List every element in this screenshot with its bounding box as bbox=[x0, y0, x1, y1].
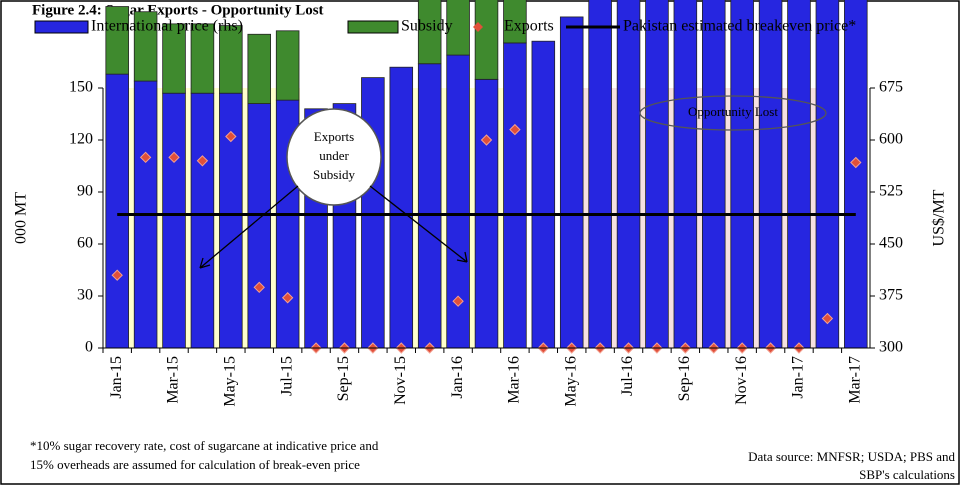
y-tick-label: 0 bbox=[85, 339, 93, 356]
x-tick-label: Nov-16 bbox=[733, 356, 750, 405]
x-tick-label: Nov-15 bbox=[392, 356, 409, 405]
x-tick-label: Jan-17 bbox=[790, 356, 807, 399]
y2-axis-label: US$/MT bbox=[931, 189, 948, 246]
x-tick-label: Mar-16 bbox=[506, 356, 523, 404]
x-tick-label: Jul-16 bbox=[619, 356, 636, 396]
bar bbox=[105, 6, 129, 75]
legend-swatch bbox=[473, 22, 483, 32]
y-tick-label: 30 bbox=[77, 287, 93, 304]
y2-tick-label: 525 bbox=[879, 183, 903, 200]
arrow bbox=[369, 185, 468, 263]
y-tick-label: 120 bbox=[69, 131, 93, 148]
marker bbox=[139, 151, 152, 164]
bar bbox=[190, 92, 215, 349]
x-tick-label: Mar-17 bbox=[846, 356, 863, 404]
bar bbox=[275, 30, 300, 101]
bar bbox=[162, 92, 186, 349]
x-tick-label: Jan-15 bbox=[108, 356, 125, 399]
bar bbox=[417, 63, 442, 349]
bar bbox=[645, 0, 669, 349]
y2-tick-label: 375 bbox=[879, 287, 903, 304]
y-tick-label: 60 bbox=[77, 235, 93, 252]
y-axis-label: 000 MT bbox=[13, 192, 30, 244]
bar bbox=[559, 16, 584, 349]
y2-tick-label: 675 bbox=[879, 79, 903, 96]
marker bbox=[821, 312, 834, 325]
bar bbox=[474, 0, 499, 80]
marker bbox=[253, 281, 265, 294]
bar bbox=[389, 66, 414, 349]
bar bbox=[503, 42, 527, 349]
marker bbox=[850, 156, 862, 169]
bar bbox=[616, 0, 641, 349]
legend-swatch bbox=[347, 20, 399, 34]
y-tick-label: 150 bbox=[69, 79, 93, 96]
marker bbox=[480, 134, 493, 146]
arrow bbox=[199, 185, 299, 269]
bar bbox=[701, 0, 726, 349]
bar bbox=[844, 0, 868, 349]
bar bbox=[787, 0, 811, 349]
bar bbox=[446, 0, 470, 56]
chart-title: Figure 2.4: Sugar Exports - Opportunity … bbox=[32, 2, 324, 18]
marker bbox=[111, 269, 123, 281]
x-tick-label: Jul-15 bbox=[278, 356, 295, 396]
y-tick-label: 90 bbox=[77, 183, 93, 200]
bar bbox=[247, 33, 272, 105]
legend-label: Subsidy bbox=[401, 18, 453, 35]
bar bbox=[588, 0, 612, 349]
source: Data source: MNFSR; USDA; PBS and bbox=[748, 449, 955, 464]
x-tick-label: Mar-15 bbox=[165, 356, 182, 404]
bar bbox=[531, 40, 556, 349]
bar bbox=[758, 0, 783, 349]
y2-tick-label: 600 bbox=[879, 131, 903, 148]
x-tick-label: Sep-15 bbox=[335, 356, 352, 401]
callout bbox=[639, 95, 827, 131]
legend-label: Pakistan estimated breakeven price* bbox=[623, 18, 856, 35]
marker bbox=[281, 292, 294, 304]
x-tick-label: May-16 bbox=[562, 356, 579, 407]
bar bbox=[417, 0, 442, 65]
source: SBP's calculations bbox=[859, 467, 955, 482]
legend-label: International price (rhs) bbox=[91, 18, 243, 35]
annotation: Exports under Subsidy bbox=[313, 129, 355, 182]
x-tick-label: Sep-16 bbox=[676, 356, 693, 401]
x-tick-label: Jan-16 bbox=[449, 356, 466, 399]
bar bbox=[133, 11, 158, 82]
footnote: 15% overheads are assumed for calculatio… bbox=[30, 457, 360, 472]
callout bbox=[286, 108, 382, 206]
y2-tick-label: 300 bbox=[879, 339, 903, 356]
marker bbox=[196, 155, 209, 167]
bar bbox=[503, 0, 527, 44]
annotation: Opportunity Lost bbox=[688, 104, 778, 119]
bar bbox=[730, 0, 754, 349]
bar bbox=[361, 77, 385, 349]
bar bbox=[162, 23, 186, 94]
bar bbox=[673, 0, 698, 349]
legend-label: Exports bbox=[504, 18, 554, 35]
bar bbox=[190, 23, 215, 94]
bar bbox=[219, 25, 243, 94]
bar bbox=[105, 73, 129, 349]
marker bbox=[509, 123, 521, 136]
marker bbox=[452, 295, 464, 307]
y2-tick-label: 450 bbox=[879, 235, 903, 252]
bar bbox=[815, 0, 840, 349]
legend-swatch bbox=[34, 20, 89, 34]
marker bbox=[168, 151, 180, 164]
footnote: *10% sugar recovery rate, cost of sugarc… bbox=[30, 438, 379, 453]
marker bbox=[225, 130, 237, 143]
x-tick-label: May-15 bbox=[222, 356, 239, 407]
